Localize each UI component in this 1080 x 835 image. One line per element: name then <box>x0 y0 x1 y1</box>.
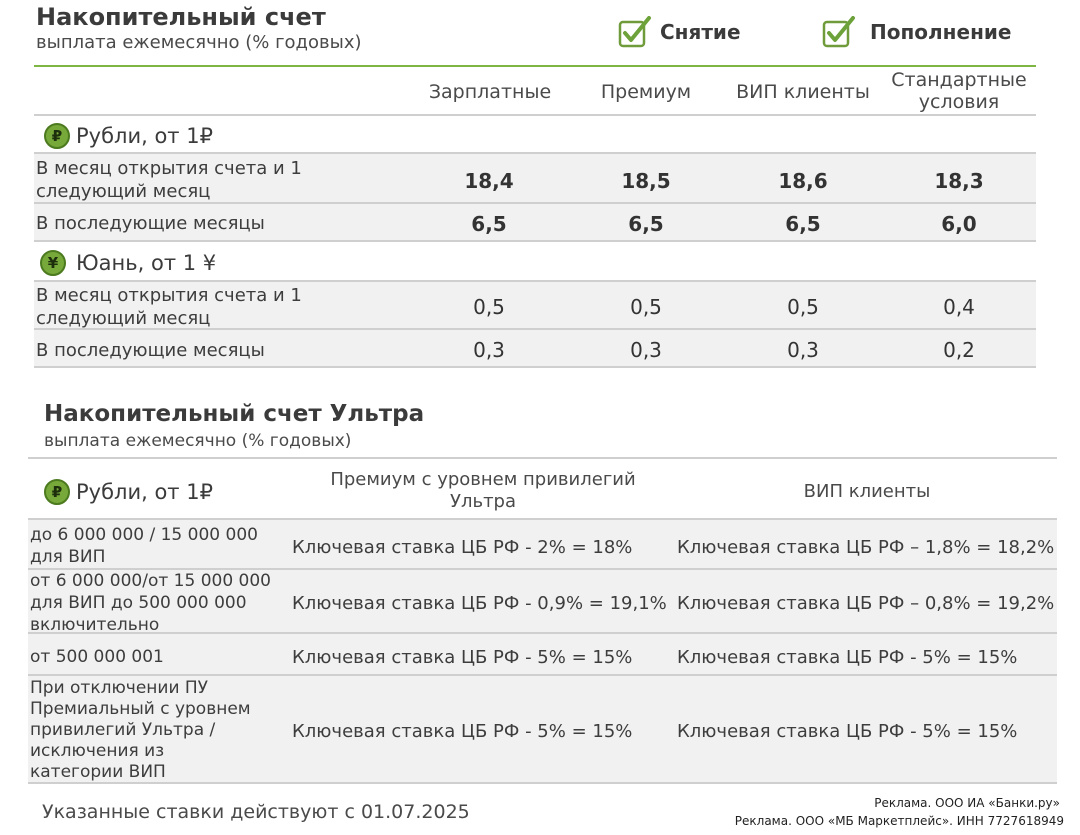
ultra-rub-group-title: ₽ Рубли, от 1₽ <box>44 479 213 505</box>
row-label: В месяц открытия счета и 1 следующий мес… <box>36 158 302 202</box>
rate-value: 0,3 <box>473 338 505 362</box>
rate-value: 18,4 <box>464 169 514 193</box>
table-row <box>34 330 1036 366</box>
ruble-coin-icon: ₽ <box>44 123 70 149</box>
col-header-premium: Премиум <box>600 81 692 103</box>
rub-group-label: Рубли, от 1₽ <box>76 124 213 148</box>
topup-label: Пополнение <box>870 20 1012 44</box>
divider <box>34 152 1036 154</box>
divider <box>34 114 1036 116</box>
rate-cell: Ключевая ставка ЦБ РФ - 5% = 15% <box>292 721 633 742</box>
rate-cell: Ключевая ставка ЦБ РФ – 1,8% = 18,2% <box>677 537 1055 558</box>
table-row <box>28 570 1057 632</box>
row-label: В последующие месяцы <box>36 340 265 361</box>
divider <box>28 457 1057 459</box>
row-label: При отключении ПУ Премиальный с уровнем … <box>30 678 251 782</box>
rate-cell: Ключевая ставка ЦБ РФ - 2% = 18% <box>292 537 633 558</box>
divider <box>28 674 1057 676</box>
divider <box>34 280 1036 282</box>
rate-cell: Ключевая ставка ЦБ РФ - 5% = 15% <box>677 647 1018 668</box>
rate-value: 0,5 <box>473 295 505 319</box>
col-header-vip: ВИП клиенты <box>803 481 931 502</box>
rate-value: 6,5 <box>628 212 664 236</box>
topup-feature: Пополнение <box>822 16 1011 48</box>
rate-value: 6,5 <box>785 212 821 236</box>
row-label: В месяц открытия счета и 1 следующий мес… <box>36 285 302 329</box>
withdrawal-label: Снятие <box>660 20 741 44</box>
rate-cell: Ключевая ставка ЦБ РФ – 0,8% = 19,2% <box>677 593 1055 614</box>
divider <box>34 328 1036 330</box>
divider <box>28 518 1057 520</box>
ultra-title: Накопительный счет Ультра <box>44 401 425 427</box>
header-divider <box>34 65 1036 67</box>
rate-value: 0,5 <box>787 295 819 319</box>
ad-disclaimer-1: Реклама. ООО ИА «Банки.ру» <box>874 796 1060 810</box>
row-label: от 6 000 000/от 15 000 000 для ВИП до 50… <box>30 571 271 635</box>
ruble-coin-icon: ₽ <box>44 479 70 505</box>
cny-group-title: ¥ Юань, от 1 ¥ <box>40 250 216 276</box>
row-label: В последующие месяцы <box>36 213 265 234</box>
row-label: от 500 000 001 <box>30 647 164 667</box>
rate-cell: Ключевая ставка ЦБ РФ - 5% = 15% <box>292 647 633 668</box>
row-label: до 6 000 000 / 15 000 000 для ВИП <box>30 525 258 567</box>
table-row <box>28 520 1057 568</box>
ad-disclaimer-2: Реклама. ООО «МБ Маркетплейс». ИНН 77276… <box>734 814 1064 828</box>
col-header-salary: Зарплатные <box>428 81 552 103</box>
rate-value: 0,2 <box>943 338 975 362</box>
divider <box>34 366 1036 368</box>
table-row <box>28 676 1057 782</box>
divider <box>28 782 1057 784</box>
rate-cell: Ключевая ставка ЦБ РФ - 5% = 15% <box>677 721 1018 742</box>
yuan-coin-icon: ¥ <box>40 250 66 276</box>
rate-value: 18,5 <box>621 169 671 193</box>
rate-cell: Ключевая ставка ЦБ РФ - 0,9% = 19,1% <box>292 593 667 614</box>
rate-value: 18,3 <box>934 169 984 193</box>
rate-value: 0,4 <box>943 295 975 319</box>
validity-note: Указанные ставки действуют с 01.07.2025 <box>42 801 470 823</box>
col-header-standard: Стандартные условия <box>891 69 1027 113</box>
rate-value: 18,6 <box>778 169 828 193</box>
checkbox-checked-icon <box>618 16 651 48</box>
rate-value: 0,5 <box>630 295 662 319</box>
rate-value: 6,5 <box>471 212 507 236</box>
checkbox-checked-icon <box>822 16 855 48</box>
rate-value: 0,3 <box>630 338 662 362</box>
rate-value: 0,3 <box>787 338 819 362</box>
divider <box>34 240 1036 242</box>
rate-value: 6,0 <box>941 212 977 236</box>
rub-group-title: ₽ Рубли, от 1₽ <box>44 123 213 149</box>
table-row <box>28 634 1057 674</box>
table-row <box>34 282 1036 328</box>
divider <box>34 202 1036 204</box>
cny-group-label: Юань, от 1 ¥ <box>76 251 217 275</box>
account-title: Накопительный счет <box>36 3 326 31</box>
divider <box>28 632 1057 634</box>
account-subtitle: выплата ежемесячно (% годовых) <box>36 32 362 53</box>
col-header-premium-ultra: Премиум с уровнем привилегий Ультра <box>330 469 636 512</box>
table-row <box>34 154 1036 202</box>
ultra-subtitle: выплата ежемесячно (% годовых) <box>44 431 352 451</box>
col-header-vip: ВИП клиенты <box>736 81 870 103</box>
ultra-rub-label: Рубли, от 1₽ <box>76 480 213 504</box>
withdrawal-feature: Снятие <box>618 16 741 48</box>
divider <box>28 568 1057 570</box>
table-row <box>34 204 1036 240</box>
